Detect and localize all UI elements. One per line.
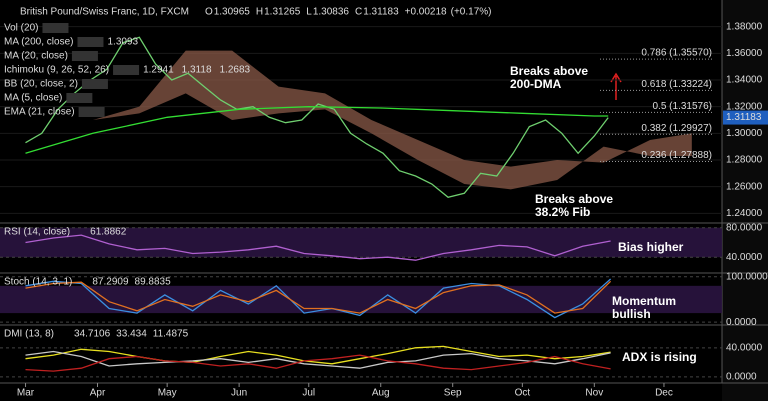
x-tick-label: Mar (17, 388, 35, 399)
series-line (25, 354, 611, 372)
indicator-controls (66, 93, 93, 103)
annotation-line: Breaks above (510, 64, 588, 78)
x-tick-label: Aug (372, 388, 390, 399)
indicator-controls (42, 23, 69, 33)
annotation: ADX is rising (622, 350, 697, 364)
indicator-value: 1.3118 (182, 65, 212, 76)
x-tick-label: May (158, 388, 177, 399)
indicator-name: MA (5, close) (4, 93, 62, 104)
y-tick-label: 80.0000 (726, 222, 763, 233)
panel-title: Stoch (14, 3, 1) (4, 277, 72, 288)
y-tick-label: 0.0000 (726, 317, 757, 328)
x-tick-label: Jul (302, 388, 315, 399)
annotation: Breaks above 38.2% Fib (535, 192, 613, 219)
y-tick-label: 1.32000 (726, 101, 763, 112)
annotation: Momentum bullish (612, 294, 676, 321)
ohlc-value: 1.31183 (363, 7, 399, 18)
last-price-box (723, 110, 768, 125)
annotation-line: bullish (612, 307, 651, 321)
indicator-name: MA (20, close) (4, 51, 68, 62)
series-line (25, 280, 612, 314)
indicator-value: 1.2941 (143, 65, 174, 76)
indicator-name: MA (200, close) (4, 37, 73, 48)
legend-value: 89.8835 (135, 277, 172, 288)
change: +0.00218 (405, 7, 447, 18)
annotation-line: Breaks above (535, 192, 613, 206)
annotation: Bias higher (618, 240, 684, 254)
y-tick-label: 1.24000 (726, 208, 763, 219)
series-line (25, 345, 611, 365)
indicator-controls (113, 65, 140, 75)
y-tick-label: 1.28000 (726, 155, 763, 166)
y-tick-label: 1.38000 (726, 21, 763, 32)
indicator-name: Ichimoku (9, 26, 52, 26) (4, 65, 109, 76)
x-tick-label: Apr (90, 388, 106, 399)
annotation-line: Momentum (612, 294, 676, 308)
ohlc-key: C (355, 7, 362, 18)
legend-value: 34.7106 (74, 329, 111, 340)
ichimoku-cloud (92, 50, 692, 190)
fib-label: 0.618 (1.33224) (641, 79, 712, 90)
fib-label: 0.236 (1.27888) (641, 150, 712, 161)
indicator-controls (78, 107, 105, 117)
chart-title: British Pound/Swiss Franc, 1D, FXCM (20, 7, 189, 18)
legend-value: 87.2909 (92, 277, 129, 288)
indicator-name: EMA (21, close) (4, 107, 75, 118)
indicator-value: 1.2683 (220, 65, 251, 76)
fib-label: 0.5 (1.31576) (653, 101, 713, 112)
ohlc-value: 1.30965 (214, 7, 251, 18)
legend-value: 11.4875 (153, 329, 189, 340)
x-tick-label: Nov (585, 388, 603, 399)
annotation: Breaks above 200-DMA (510, 64, 588, 91)
legend-value: 33.434 (116, 329, 147, 340)
indicator-value: 1.3093 (107, 37, 138, 48)
y-tick-label: 40.0000 (726, 342, 763, 353)
x-tick-label: Oct (515, 388, 531, 399)
series-line (25, 278, 612, 319)
fib-label: 0.786 (1.35570) (641, 48, 712, 59)
panel-title: RSI (14, close) (4, 227, 70, 238)
ohlc-key: L (306, 7, 312, 18)
panel-title: DMI (13, 8) (4, 329, 54, 340)
indicator-name: BB (20, close, 2) (4, 79, 78, 90)
x-tick-label: Dec (655, 388, 673, 399)
series-line (25, 36, 609, 199)
axis-area (722, 0, 768, 401)
y-tick-label: 1.36000 (726, 48, 763, 59)
legend-value: 61.8862 (90, 227, 127, 238)
indicator-controls (71, 51, 98, 61)
y-tick-label: 1.34000 (726, 75, 763, 86)
ohlc-key: H (256, 7, 263, 18)
indicator-controls (81, 79, 108, 89)
indicator-controls (77, 37, 104, 47)
series-line (25, 106, 609, 154)
ohlc-key: O (205, 7, 213, 18)
ohlc-value: 1.30836 (313, 7, 350, 18)
last-price-label: 1.31183 (726, 112, 762, 123)
series-line (25, 350, 611, 369)
indicator-name: Vol (20) (4, 23, 38, 34)
y-tick-label: 100.0000 (726, 271, 768, 282)
y-tick-label: 1.26000 (726, 181, 763, 192)
x-tick-label: Sep (444, 388, 462, 399)
x-tick-label: Jun (231, 388, 247, 399)
fib-label: 0.382 (1.29927) (641, 123, 712, 134)
y-tick-label: 1.30000 (726, 128, 763, 139)
y-tick-label: 0.0000 (726, 372, 757, 383)
y-tick-label: 40.0000 (726, 252, 763, 263)
change-pct: (+0.17%) (451, 7, 492, 18)
annotation-line: 200-DMA (510, 77, 562, 91)
ohlc-value: 1.31265 (264, 7, 301, 18)
annotation-line: 38.2% Fib (535, 205, 590, 219)
series-line (25, 234, 611, 261)
